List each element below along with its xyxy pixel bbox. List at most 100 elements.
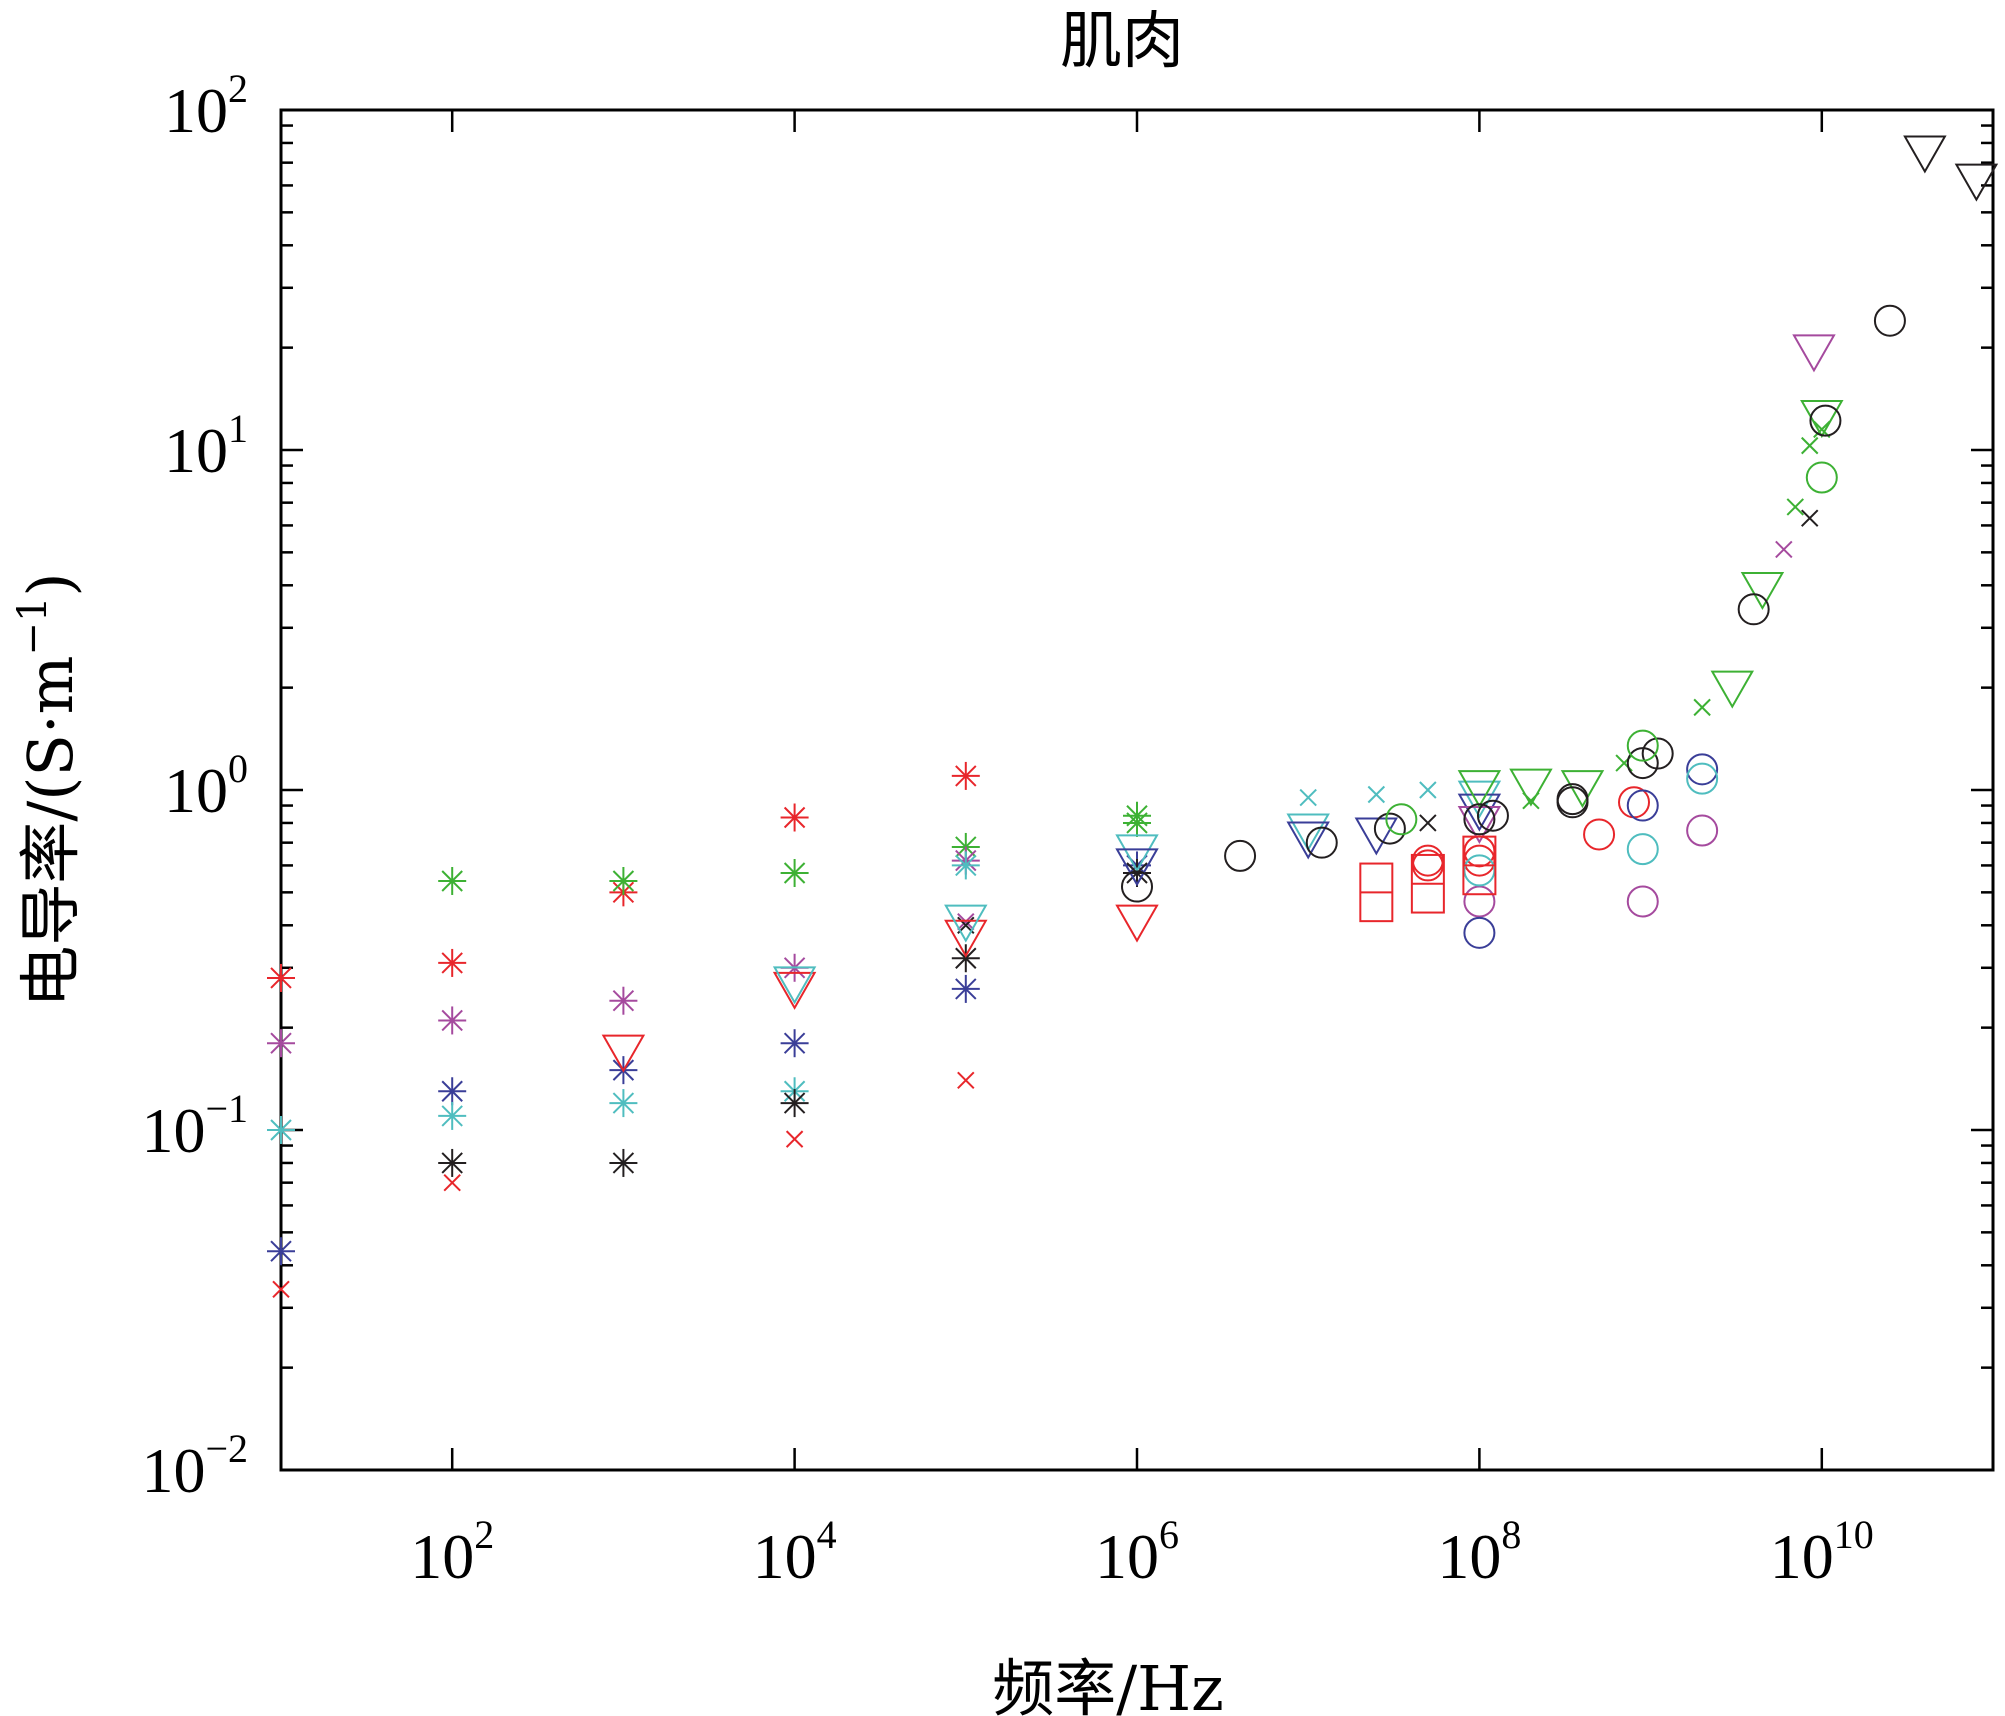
circle-point: [1626, 833, 1659, 866]
triangle-point: [1792, 334, 1836, 373]
y-axis-label: 电导率/(S·m−1): [10, 572, 87, 1007]
cross-point: [1801, 509, 1819, 527]
circle-point: [1121, 870, 1153, 903]
asterisk-point: [267, 1237, 295, 1266]
x-tick-label: 104: [753, 1512, 837, 1592]
circle-point: [1686, 753, 1719, 786]
data-points: [267, 135, 1999, 1299]
cross-point: [272, 1280, 290, 1299]
y-tick-label: 10−1: [141, 1086, 248, 1166]
asterisk-point: [267, 1029, 295, 1058]
cross-point: [1801, 436, 1819, 455]
triangle-point: [1354, 817, 1399, 856]
triangle-point: [1457, 770, 1502, 809]
triangle-point: [1115, 904, 1159, 943]
triangle-point: [772, 971, 817, 1010]
circle-point: [1641, 737, 1674, 770]
triangle-point: [944, 904, 988, 943]
triangle-point: [1800, 400, 1844, 439]
triangle-point: [1457, 780, 1502, 819]
axis-ticks: [281, 110, 1993, 1470]
circle-point: [1556, 786, 1589, 819]
x-tick-labels: 102 104 106 108 1010: [410, 1512, 1874, 1592]
circle-point: [1373, 812, 1406, 845]
asterisk-point: [951, 974, 980, 1003]
circle-point: [1686, 762, 1719, 795]
triangle-point: [1903, 135, 1947, 174]
triangle-point: [1286, 821, 1330, 860]
circle-point: [1463, 885, 1496, 918]
asterisk-point: [780, 1029, 809, 1058]
triangle-point: [772, 966, 817, 1005]
asterisk-point: [438, 1077, 467, 1106]
asterisk-point: [951, 851, 980, 880]
asterisk-point: [951, 761, 980, 790]
cross-point: [1775, 540, 1793, 559]
circle-point: [1385, 803, 1418, 836]
circle-point: [1583, 818, 1616, 851]
cross-point: [443, 1173, 461, 1192]
y-tick-labels: 10−2 10−1 100 101 102: [141, 66, 248, 1506]
circle-point: [1224, 839, 1257, 872]
asterisk-point: [438, 1148, 467, 1177]
asterisk-point: [438, 866, 467, 895]
asterisk-point: [780, 859, 809, 888]
x-tick-label: 106: [1095, 1512, 1179, 1592]
triangle-point: [1286, 813, 1330, 852]
y-tick-label: 102: [164, 66, 248, 146]
circle-point: [1737, 593, 1770, 626]
circle-point: [1626, 885, 1659, 918]
asterisk-point: [438, 1101, 467, 1130]
square-point: [1410, 853, 1445, 914]
x-tick-label: 1010: [1770, 1512, 1874, 1592]
triangle-point: [601, 1034, 646, 1073]
asterisk-point: [951, 944, 980, 973]
triangle-point: [1560, 770, 1605, 809]
circle-point: [1463, 803, 1496, 836]
cross-point: [957, 1071, 975, 1090]
triangle-point: [1457, 793, 1502, 832]
triangle-point: [1710, 670, 1755, 709]
x-tick-label: 102: [410, 1512, 494, 1592]
circle-point: [1626, 729, 1659, 762]
circle-point: [1809, 404, 1842, 437]
circle-point: [1686, 814, 1719, 847]
cross-point: [1299, 788, 1317, 807]
asterisk-point: [609, 866, 638, 895]
circle-point: [1618, 786, 1651, 819]
square-point: [1462, 835, 1497, 896]
circle-point: [1626, 789, 1659, 822]
cross-point: [1786, 498, 1804, 516]
asterisk-point: [609, 1148, 638, 1177]
asterisk-point: [609, 986, 638, 1015]
chart-title: 肌肉: [1060, 4, 1184, 77]
triangle-point: [1115, 848, 1159, 887]
circle-point: [1873, 304, 1906, 337]
cross-point: [785, 1130, 804, 1148]
x-axis-label: 频率/Hz: [992, 1652, 1224, 1716]
y-tick-label: 10−2: [141, 1426, 248, 1506]
y-axis-label-prefix: 电导率/(S·m: [14, 656, 87, 1008]
square-point: [1359, 862, 1394, 923]
triangle-point: [1115, 834, 1159, 873]
triangle-point: [1954, 163, 1999, 202]
x-tick-label: 108: [1437, 1512, 1521, 1592]
y-tick-label: 101: [164, 406, 248, 486]
asterisk-point: [267, 963, 295, 992]
asterisk-point: [1123, 859, 1151, 888]
asterisk-point: [1123, 808, 1151, 837]
asterisk-point: [780, 803, 809, 832]
triangle-point: [944, 919, 988, 958]
circle-point: [1805, 461, 1838, 494]
asterisk-point: [267, 1116, 295, 1144]
cross-point: [1693, 698, 1711, 717]
cross-point: [1419, 781, 1437, 799]
y-tick-label: 100: [164, 746, 248, 826]
cross-point: [1367, 785, 1386, 804]
circle-point: [1463, 916, 1496, 949]
asterisk-point: [780, 1089, 809, 1118]
asterisk-point: [609, 1089, 638, 1118]
circle-point: [1305, 826, 1338, 859]
cross-point: [1419, 814, 1437, 832]
